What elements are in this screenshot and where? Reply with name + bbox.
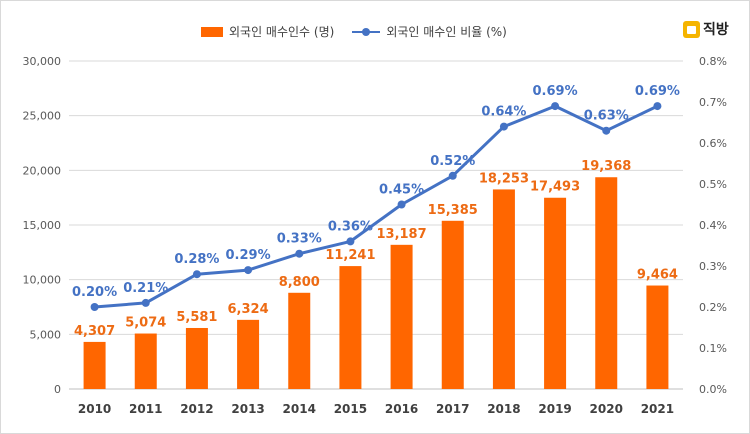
bar-data-label: 9,464 (637, 268, 678, 283)
x-tick-label: 2018 (487, 402, 520, 416)
brand-name: 직방 (703, 22, 729, 38)
line-point (295, 249, 304, 258)
legend-item-bar: 외국인 매수인수 (명) (201, 23, 334, 40)
x-tick-label: 2012 (180, 402, 213, 416)
bar (390, 244, 413, 389)
y-right-tick-label: 0.8% (699, 55, 727, 68)
bar (646, 285, 669, 389)
line-data-label: 0.20% (72, 285, 117, 300)
x-tick-label: 2021 (641, 402, 674, 416)
y-right-tick-label: 0.0% (699, 383, 727, 396)
line-point (192, 270, 201, 279)
y-right-tick-label: 0.6% (699, 137, 727, 150)
y-left-tick-label: 5,000 (30, 328, 62, 341)
bar-data-label: 15,385 (428, 203, 478, 218)
line-point (141, 298, 150, 307)
line-data-label: 0.29% (226, 248, 271, 263)
legend: 외국인 매수인수 (명) 외국인 매수인 비율 (%) (201, 23, 507, 40)
bar-data-label: 11,241 (325, 248, 375, 263)
line-point (551, 102, 560, 111)
line-point (244, 266, 253, 275)
line-data-label: 0.45% (379, 183, 424, 198)
y-right-tick-label: 0.3% (699, 260, 727, 273)
line-point (653, 102, 662, 111)
bar-data-label: 13,187 (376, 227, 426, 242)
line-point (397, 200, 406, 209)
y-left-tick-label: 0 (54, 383, 61, 396)
bar (288, 292, 311, 389)
x-tick-label: 2020 (590, 402, 623, 416)
x-tick-label: 2015 (334, 402, 367, 416)
bar (134, 333, 157, 389)
bar (185, 327, 208, 389)
bar (492, 189, 515, 389)
bar-data-label: 4,307 (74, 324, 115, 339)
y-right-tick-label: 0.7% (699, 96, 727, 109)
line-point (499, 122, 508, 131)
line-data-label: 0.64% (481, 105, 526, 120)
line-data-label: 0.33% (277, 232, 322, 247)
bar-data-label: 18,253 (479, 171, 529, 186)
bar (544, 197, 567, 389)
brand-logo: 직방 (683, 19, 729, 39)
y-right-tick-label: 0.4% (699, 219, 727, 232)
line-point (346, 237, 355, 246)
bar-data-label: 5,074 (125, 316, 166, 331)
bar (237, 319, 260, 389)
line-data-label: 0.63% (584, 109, 629, 124)
y-right-tick-label: 0.2% (699, 301, 727, 314)
y-left-tick-label: 15,000 (23, 219, 62, 232)
bar (83, 341, 106, 389)
bar (339, 266, 362, 389)
line-data-label: 0.52% (430, 154, 475, 169)
bar-data-label: 6,324 (228, 302, 269, 317)
bar (595, 177, 618, 389)
x-tick-label: 2013 (231, 402, 264, 416)
y-left-tick-label: 10,000 (23, 274, 62, 287)
y-left-tick-label: 30,000 (23, 55, 62, 68)
bar-data-label: 19,368 (581, 159, 631, 174)
line-point (448, 171, 457, 180)
x-tick-label: 2016 (385, 402, 418, 416)
bar-data-label: 17,493 (530, 180, 580, 195)
x-tick-label: 2010 (78, 402, 111, 416)
line-data-label: 0.28% (174, 252, 219, 267)
line-data-label: 0.69% (533, 84, 578, 99)
legend-line-swatch (352, 27, 381, 37)
bar-data-label: 5,581 (176, 310, 217, 325)
x-tick-label: 2014 (283, 402, 316, 416)
x-tick-label: 2017 (436, 402, 469, 416)
legend-item-line: 외국인 매수인 비율 (%) (352, 23, 507, 40)
legend-bar-label: 외국인 매수인수 (명) (229, 25, 335, 39)
line-point (90, 303, 99, 311)
bar-data-label: 8,800 (279, 275, 320, 290)
bar (441, 220, 464, 389)
line-data-label: 0.69% (635, 84, 680, 99)
x-tick-label: 2019 (538, 402, 571, 416)
legend-line-label: 외국인 매수인 비율 (%) (386, 25, 507, 39)
line-data-label: 0.21% (123, 281, 168, 296)
y-left-tick-label: 25,000 (23, 110, 62, 123)
line-data-label: 0.36% (328, 219, 373, 234)
line-point (602, 126, 611, 135)
y-right-tick-label: 0.1% (699, 342, 727, 355)
house-icon (683, 20, 700, 38)
legend-bar-swatch (201, 26, 223, 37)
y-left-tick-label: 20,000 (23, 164, 62, 177)
x-tick-label: 2011 (129, 402, 162, 416)
series-line (94, 104, 659, 309)
y-right-tick-label: 0.5% (699, 178, 727, 191)
